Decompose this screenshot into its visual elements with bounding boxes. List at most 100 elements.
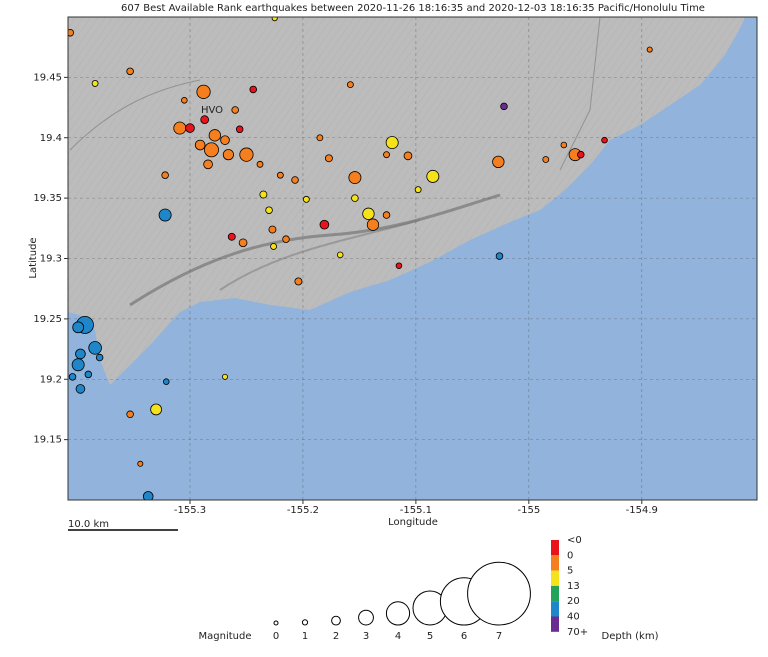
earthquake <box>276 171 284 179</box>
earthquake <box>492 155 505 169</box>
earthquake <box>268 225 277 234</box>
earthquake <box>208 129 221 142</box>
earthquake <box>265 206 273 214</box>
magnitude-legend-label: 3 <box>363 631 369 642</box>
depth-color-swatch <box>551 601 559 617</box>
depth-legend-label: <0 <box>567 535 582 546</box>
earthquake <box>84 370 93 379</box>
earthquake <box>382 211 391 219</box>
y-axis-label: Latitude <box>28 237 39 278</box>
y-tick-label: 19.45 <box>33 72 62 83</box>
x-tick-label: -155 <box>517 505 540 516</box>
earthquake <box>282 235 290 243</box>
depth-color-swatch <box>551 555 559 571</box>
earthquake <box>185 123 195 133</box>
earthquake <box>316 134 324 142</box>
earthquake <box>71 358 85 372</box>
magnitude-legend-label: 2 <box>333 631 339 642</box>
earthquake <box>126 67 134 76</box>
earthquake <box>383 151 390 159</box>
y-tick-label: 19.3 <box>40 254 62 265</box>
earthquake <box>158 208 172 222</box>
earthquake <box>324 154 333 163</box>
earthquake <box>222 149 234 161</box>
earthquake <box>270 243 277 250</box>
earthquake <box>194 139 206 151</box>
earthquake <box>227 232 236 241</box>
depth-legend-label: 5 <box>567 566 573 577</box>
earthquake <box>259 190 268 199</box>
earthquake <box>560 141 568 149</box>
earthquake <box>414 186 422 194</box>
magnitude-legend-symbol <box>273 620 279 626</box>
earthquake <box>181 97 188 104</box>
earthquake <box>426 169 440 183</box>
basemap <box>68 17 757 500</box>
earthquake <box>319 219 330 230</box>
x-tick-label: -155.3 <box>174 505 206 516</box>
depth-color-swatch <box>551 616 559 632</box>
earthquake <box>68 28 75 37</box>
earthquake <box>173 121 187 135</box>
earthquake <box>238 238 248 248</box>
earthquake <box>239 147 254 162</box>
earthquake <box>126 410 134 419</box>
depth-legend-label: 40 <box>567 612 580 623</box>
earthquake <box>203 159 213 170</box>
earthquake <box>91 79 99 87</box>
earthquake <box>500 102 508 111</box>
y-tick-label: 19.25 <box>33 314 62 325</box>
earthquake <box>495 252 504 260</box>
earthquake <box>395 262 403 270</box>
earthquake <box>601 136 608 144</box>
y-tick-label: 19.15 <box>33 435 62 446</box>
magnitude-legend-symbol <box>301 619 309 626</box>
earthquake <box>291 176 299 184</box>
map-title: 607 Best Available Rank earthquakes betw… <box>121 3 705 14</box>
earthquake <box>196 84 211 99</box>
earthquake <box>235 125 244 134</box>
earthquake <box>222 373 229 380</box>
earthquake <box>204 142 219 158</box>
earthquake <box>385 136 399 150</box>
magnitude-legend-label: 1 <box>302 631 308 642</box>
earthquake <box>256 160 264 168</box>
earthquake <box>366 218 380 231</box>
earthquake <box>302 195 310 203</box>
fault <box>219 219 421 291</box>
earthquake <box>161 171 169 179</box>
place-label: HVO <box>201 105 223 116</box>
x-axis-label: Longitude <box>388 517 438 528</box>
earthquake <box>348 171 362 185</box>
earthquake <box>163 378 170 385</box>
earthquake <box>336 251 344 259</box>
y-tick-label: 19.2 <box>40 374 62 385</box>
x-tick-label: -154.9 <box>626 505 658 516</box>
magnitude-legend-label: 5 <box>427 631 433 642</box>
scale-label: 10.0 km <box>68 519 109 530</box>
earthquake <box>403 151 413 161</box>
earthquake <box>137 460 144 467</box>
earthquake <box>542 156 550 163</box>
earthquake <box>351 194 359 202</box>
earthquake <box>95 353 104 362</box>
depth-color-swatch <box>551 585 559 602</box>
magnitude-legend-title: Magnitude <box>199 631 252 642</box>
magnitude-legend-symbol <box>385 601 411 626</box>
magnitude-legend-symbol <box>331 615 341 626</box>
depth-legend-label: 13 <box>567 581 580 592</box>
earthquake <box>646 46 653 53</box>
earthquake <box>231 106 239 114</box>
magnitude-legend-symbol <box>358 609 374 626</box>
y-tick-label: 19.4 <box>40 133 62 144</box>
earthquake <box>88 341 102 355</box>
earthquake <box>271 17 278 22</box>
earthquake <box>220 135 230 145</box>
earthquake <box>362 207 375 220</box>
x-tick-label: -155.2 <box>287 505 319 516</box>
earthquake <box>294 277 303 286</box>
depth-color-swatch <box>551 540 559 556</box>
fault <box>559 17 601 171</box>
earthquake <box>72 321 85 334</box>
